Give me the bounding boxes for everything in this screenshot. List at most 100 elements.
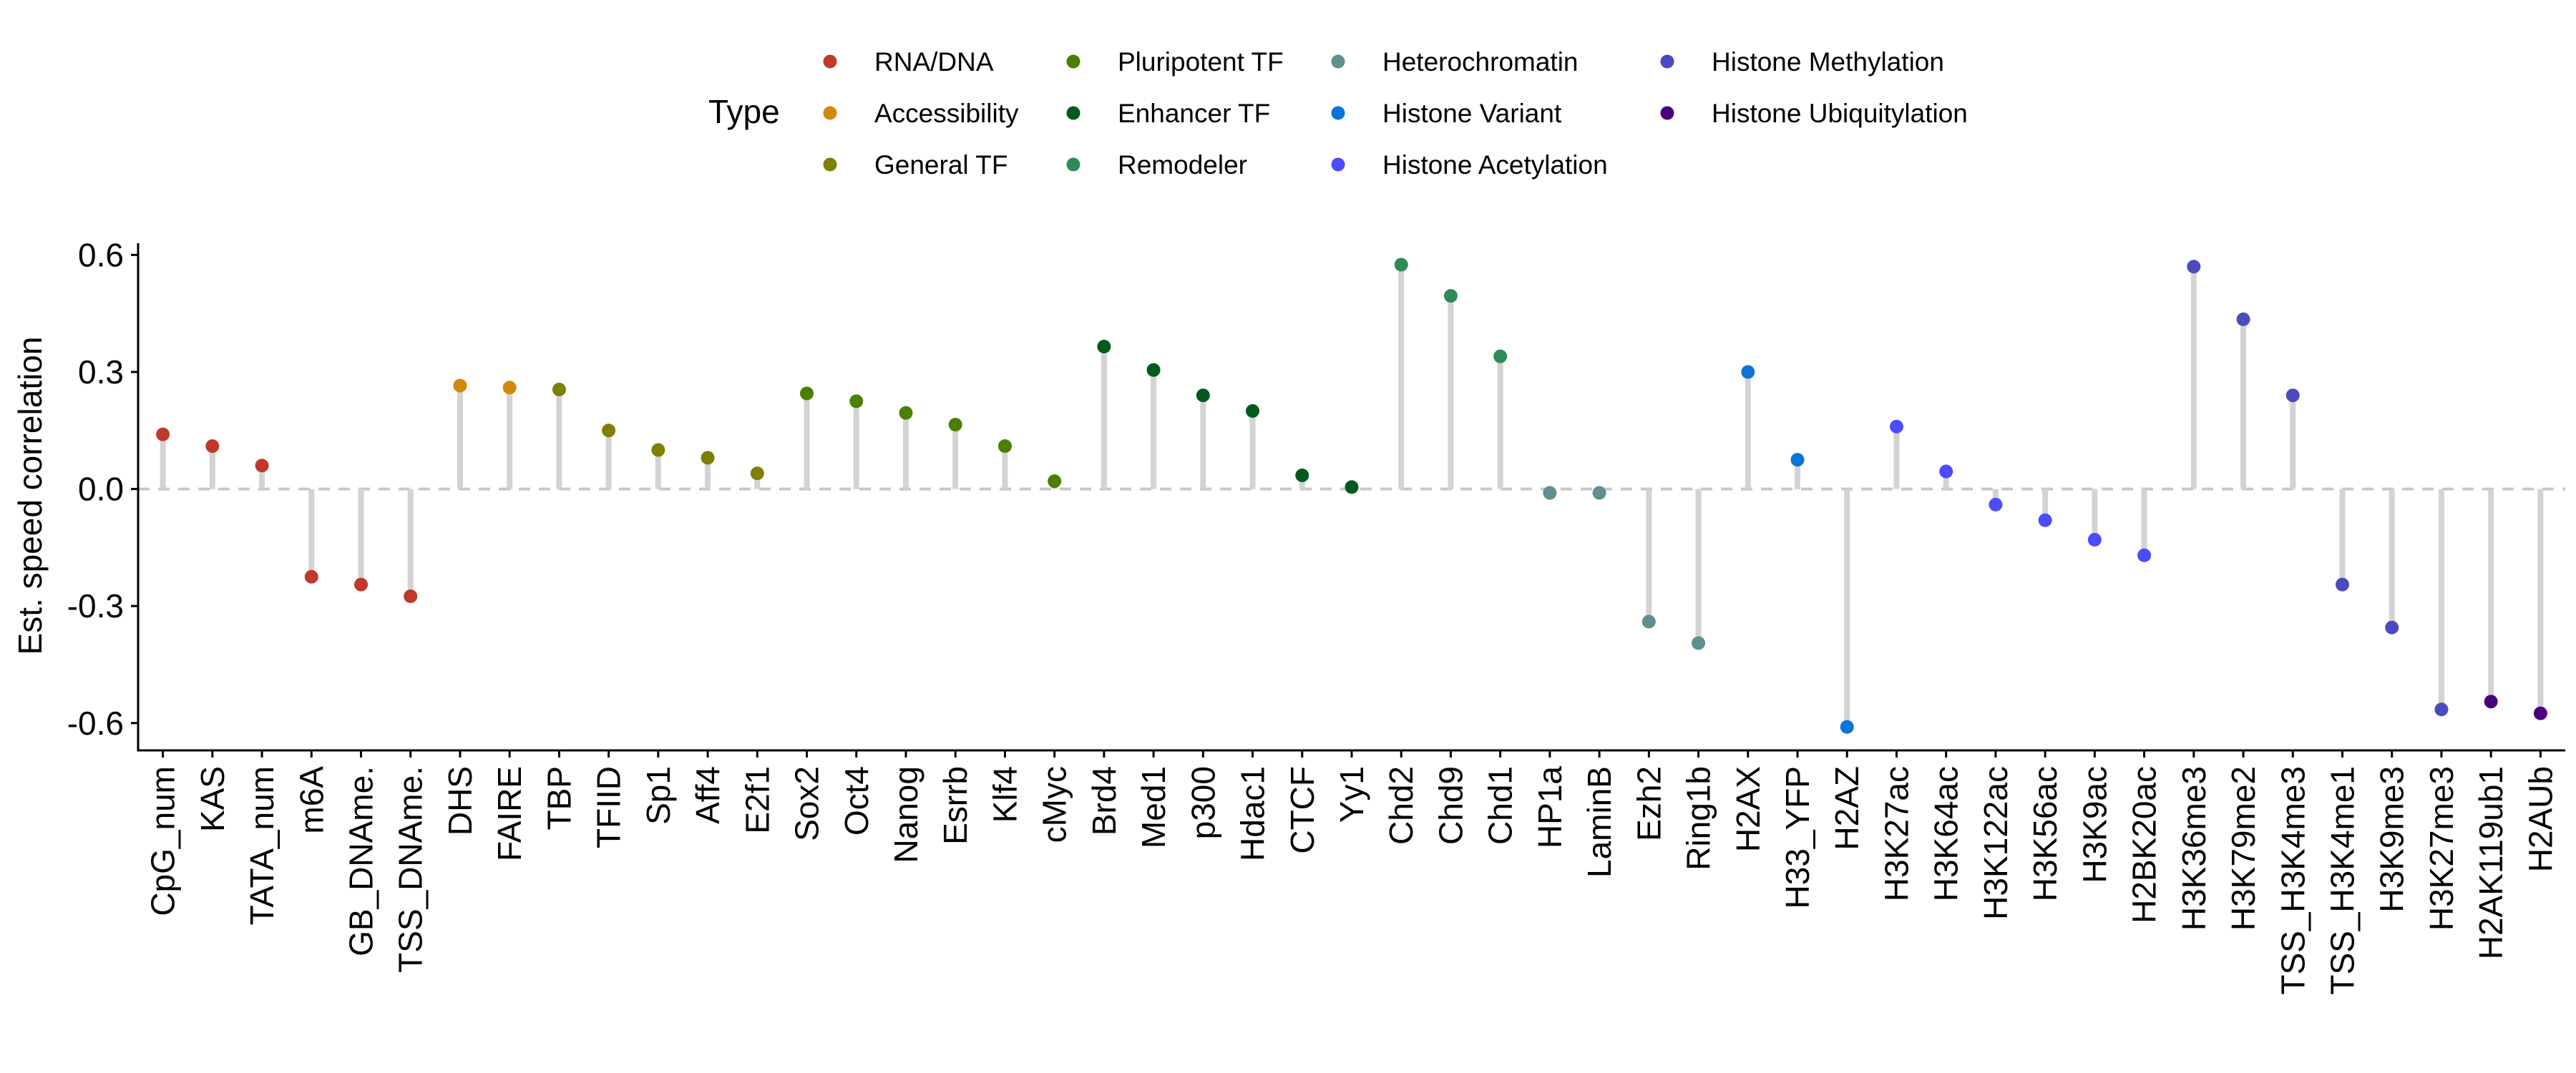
y-tick-label: -0.6 — [67, 705, 124, 742]
x-tick-label: p300 — [1184, 766, 1221, 839]
x-tick-label: KAS — [194, 766, 231, 832]
x-tick-label: H3K9me3 — [2373, 766, 2411, 913]
data-point — [1246, 404, 1260, 418]
data-point — [1493, 349, 1508, 363]
x-tick-label: Ring1b — [1680, 766, 1717, 871]
x-tick-label: TSS_H3K4me1 — [2323, 766, 2361, 995]
x-tick-label: Hdac1 — [1234, 766, 1272, 861]
x-axis-ticks: CpG_num KAS TATA_num m6A GB_DNAme. TSS_DNAme.… — [145, 750, 2559, 995]
data-point — [1543, 486, 1557, 500]
legend-swatch — [1066, 157, 1080, 172]
x-tick-label: H2BK20ac — [2126, 766, 2163, 923]
data-point — [255, 459, 269, 473]
x-tick-label: Chd2 — [1382, 766, 1420, 845]
data-point — [1592, 486, 1606, 500]
legend-entry-label: Heterochromatin — [1382, 47, 1579, 77]
legend: Type RNA/DNA Accessibility General TF Pluri… — [708, 47, 1968, 180]
x-tick-label: H3K79me2 — [2225, 766, 2262, 931]
x-tick-label: H3K36me3 — [2175, 766, 2212, 931]
x-tick-label: Aff4 — [689, 766, 726, 824]
data-point — [354, 577, 369, 592]
x-tick-label: CpG_num — [145, 766, 182, 916]
legend-swatch — [1660, 106, 1674, 120]
data-point — [800, 386, 814, 401]
data-point — [2285, 388, 2300, 403]
legend-entry-label: Remodeler — [1118, 150, 1247, 180]
data-point — [1295, 469, 1309, 483]
legend-swatch — [1066, 106, 1080, 120]
legend-swatch — [823, 106, 837, 120]
x-tick-label: Yy1 — [1333, 766, 1370, 823]
legend-swatch — [1331, 54, 1345, 69]
x-tick-label: Sox2 — [789, 766, 826, 841]
data-point — [2335, 577, 2349, 592]
plot-area: -0.6 -0.3 0.0 0.3 0.6 CpG_num KAS TATA_num m6A G… — [67, 236, 2565, 995]
data-point — [2137, 548, 2152, 562]
data-point — [1048, 474, 1062, 489]
legend-swatch — [1331, 157, 1345, 172]
x-tick-label: TSS_DNAme. — [392, 766, 429, 973]
legend-entry-label: Histone Variant — [1382, 99, 1562, 128]
lollipop-dots — [156, 258, 2547, 734]
data-point — [2038, 513, 2052, 527]
data-point — [1889, 419, 1903, 433]
legend-swatch — [823, 157, 837, 172]
data-point — [404, 589, 418, 604]
data-point — [1939, 464, 1953, 479]
data-point — [453, 378, 467, 393]
data-point — [156, 427, 170, 441]
x-tick-label: TBP — [540, 766, 577, 830]
data-point — [948, 418, 962, 432]
y-axis-ticks: -0.6 -0.3 0.0 0.3 0.6 — [67, 236, 138, 742]
data-point — [2187, 260, 2201, 274]
data-point — [1146, 363, 1161, 377]
data-point — [1443, 289, 1458, 303]
data-point — [1345, 480, 1359, 494]
data-point — [502, 381, 517, 395]
data-point — [1097, 340, 1111, 354]
data-point — [205, 439, 220, 454]
x-tick-label: Ezh2 — [1630, 766, 1667, 841]
data-point — [701, 451, 715, 465]
x-tick-label: H2AX — [1729, 766, 1767, 852]
x-tick-label: E2f1 — [738, 766, 776, 834]
y-axis-title: Est. speed correlation — [11, 337, 49, 655]
data-point — [2385, 620, 2399, 635]
x-tick-label: Chd1 — [1482, 766, 1519, 845]
legend-swatch — [1660, 54, 1674, 69]
data-point — [2484, 695, 2498, 709]
x-tick-label: LaminB — [1581, 766, 1618, 878]
data-point — [849, 394, 864, 408]
x-tick-label: Sp1 — [640, 766, 677, 825]
data-point — [1989, 497, 2003, 511]
x-tick-label: CTCF — [1284, 766, 1321, 854]
data-point — [602, 423, 616, 438]
data-point — [2236, 312, 2250, 326]
legend-swatch — [823, 54, 837, 69]
x-tick-label: H2AUb — [2522, 766, 2559, 872]
x-tick-label: TFIID — [590, 766, 628, 848]
legend-title: Type — [708, 93, 780, 130]
data-point — [304, 569, 318, 584]
legend-swatch — [1066, 54, 1080, 69]
data-point — [1394, 258, 1408, 272]
y-tick-label: 0.3 — [78, 353, 124, 391]
legend-entry-label: Enhancer TF — [1118, 99, 1270, 128]
x-tick-label: H2AK119ub1 — [2472, 766, 2509, 959]
data-point — [1692, 636, 1706, 650]
lollipop-stems — [160, 264, 2544, 727]
x-tick-label: H3K56ac — [2026, 766, 2064, 901]
x-tick-label: cMyc — [1036, 766, 1073, 843]
data-point — [2087, 532, 2102, 547]
x-tick-label: FAIRE — [491, 766, 528, 861]
x-tick-label: m6A — [293, 766, 330, 834]
x-tick-label: H3K122ac — [1977, 766, 2014, 920]
x-tick-label: H3K9ac — [2076, 766, 2113, 883]
legend-entry-label: Histone Acetylation — [1382, 150, 1608, 180]
x-tick-label: Med1 — [1135, 766, 1172, 848]
x-tick-label: TATA_num — [243, 766, 280, 925]
legend-entry-label: Pluripotent TF — [1118, 47, 1284, 77]
data-point — [1741, 365, 1755, 379]
legend-entry-label: Accessibility — [874, 99, 1019, 128]
x-tick-label: H2AZ — [1828, 766, 1865, 851]
